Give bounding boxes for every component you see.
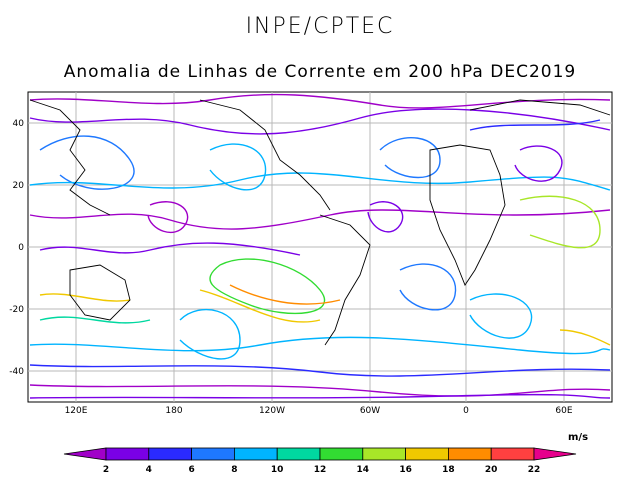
colorbar-tick-label: 18: [442, 465, 455, 475]
colorbar-segment: [105, 447, 150, 461]
lon-tick: 60E: [555, 406, 572, 416]
colorbar-tick-label: 6: [188, 465, 194, 475]
colorbar-left-arrow: [63, 447, 107, 461]
colorbar-segment: [319, 447, 364, 461]
map-title: Anomalia de Linhas de Corrente em 200 hP…: [63, 62, 577, 82]
lat-tick: 20: [13, 181, 25, 191]
lon-tick: 180: [165, 406, 182, 416]
colorbar-units: m/s: [568, 432, 589, 443]
colorbar-tick-label: 2: [103, 465, 109, 475]
colorbar: 2 4 6 8 10 12 14 16 18 20 22: [63, 447, 577, 475]
lon-tick: 120W: [259, 406, 285, 416]
lon-tick: 60W: [360, 406, 380, 416]
header-org: INPE/CPTEC: [245, 14, 395, 39]
colorbar-segment: [191, 447, 235, 461]
coastlines: [29, 99, 611, 346]
lat-tick: 40: [13, 119, 25, 129]
colorbar-tick-label: 12: [314, 465, 327, 475]
colorbar-segment: [490, 447, 535, 461]
colorbar-tick-label: 14: [357, 465, 370, 475]
colorbar-segment: [233, 447, 278, 461]
lat-tick: -40: [9, 367, 24, 377]
colorbar-tick-label: 4: [146, 465, 152, 475]
streamlines: [29, 93, 611, 399]
lat-tick: 0: [18, 243, 24, 253]
colorbar-right-arrow: [533, 447, 577, 461]
lat-tick: -20: [9, 305, 24, 315]
lat-labels: 40 20 0 -20 -40: [9, 119, 24, 377]
colorbar-segment: [447, 447, 492, 461]
colorbar-tick-label: 20: [485, 465, 498, 475]
colorbar-tick-label: 16: [399, 465, 412, 475]
colorbar-tick-label: 22: [528, 465, 541, 475]
colorbar-segment: [276, 447, 321, 461]
lon-tick: 120E: [65, 406, 88, 416]
colorbar-tick-label: 10: [271, 465, 284, 475]
lon-tick: 0: [463, 406, 469, 416]
colorbar-segment: [148, 447, 193, 461]
lon-labels: 120E 180 120W 60W 0 60E: [65, 406, 573, 416]
colorbar-segment: [362, 447, 406, 461]
colorbar-segment: [405, 447, 449, 461]
colorbar-tick-label: 8: [231, 465, 237, 475]
